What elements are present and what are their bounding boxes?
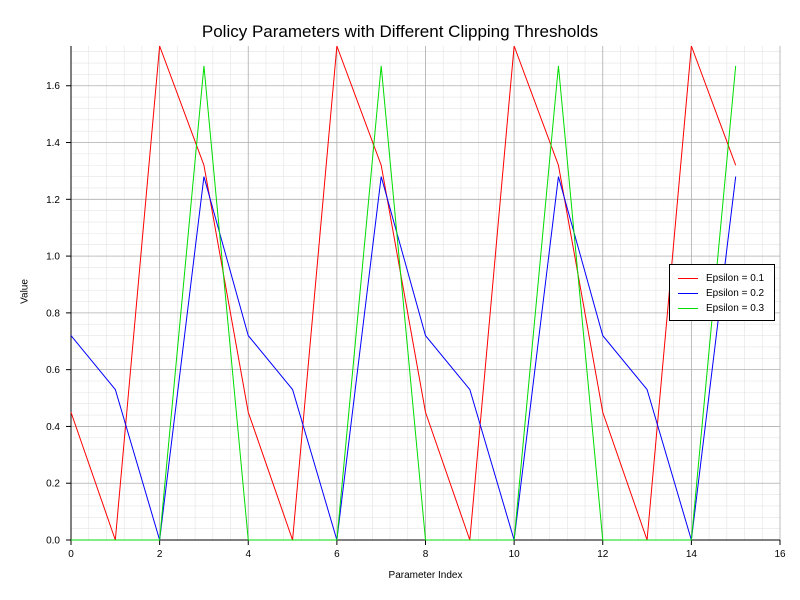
y-tick-label: 0.4 — [46, 422, 60, 433]
legend-item-epsilon-0-2: Epsilon = 0.2 — [678, 286, 764, 300]
tick-labels: 0 2 4 6 8 10 12 14 16 0.0 0.2 0.4 0.6 0.8 1.0 1.2 1.4 1.6 — [46, 81, 786, 560]
series-lines — [70, 45, 737, 541]
legend-label: Epsilon = 0.2 — [706, 287, 765, 299]
x-tick-label: 4 — [245, 549, 251, 560]
legend-label: Epsilon = 0.1 — [706, 272, 765, 284]
x-tick-label: 0 — [68, 549, 74, 560]
y-tick-label: 0.2 — [46, 479, 60, 490]
x-tick-label: 8 — [423, 549, 429, 560]
series-line-1 — [70, 45, 737, 541]
y-tick-label: 1.6 — [46, 81, 60, 92]
series-line-2 — [70, 176, 737, 541]
x-tick-label: 10 — [509, 549, 521, 560]
legend: Epsilon = 0.1 Epsilon = 0.2 Epsilon = 0.… — [669, 264, 775, 321]
y-tick-label: 0.6 — [46, 365, 60, 376]
y-tick-label: 1.0 — [46, 252, 60, 263]
legend-swatch-green — [678, 307, 698, 309]
x-tick-label: 6 — [334, 549, 340, 560]
y-axis-label: Value — [19, 279, 31, 304]
chart-title: Policy Parameters with Different Clippin… — [201, 22, 599, 41]
x-tick-label: 12 — [597, 549, 609, 560]
y-tick-label: 1.4 — [46, 138, 60, 149]
legend-swatch-blue — [678, 292, 698, 294]
x-tick-label: 2 — [157, 549, 163, 560]
y-tick-label: 1.2 — [46, 195, 60, 206]
y-tick-label: 0.8 — [46, 308, 60, 319]
legend-swatch-red — [678, 277, 698, 279]
series-line-3 — [71, 65, 737, 541]
x-tick-label: 14 — [686, 549, 698, 560]
x-tick-label: 16 — [774, 549, 786, 560]
legend-label: Epsilon = 0.3 — [706, 302, 765, 314]
y-tick-label: 0.0 — [46, 536, 60, 547]
legend-item-epsilon-0-1: Epsilon = 0.1 — [678, 271, 764, 285]
legend-item-epsilon-0-3: Epsilon = 0.3 — [678, 301, 764, 315]
x-axis-label: Parameter Index — [388, 570, 463, 581]
